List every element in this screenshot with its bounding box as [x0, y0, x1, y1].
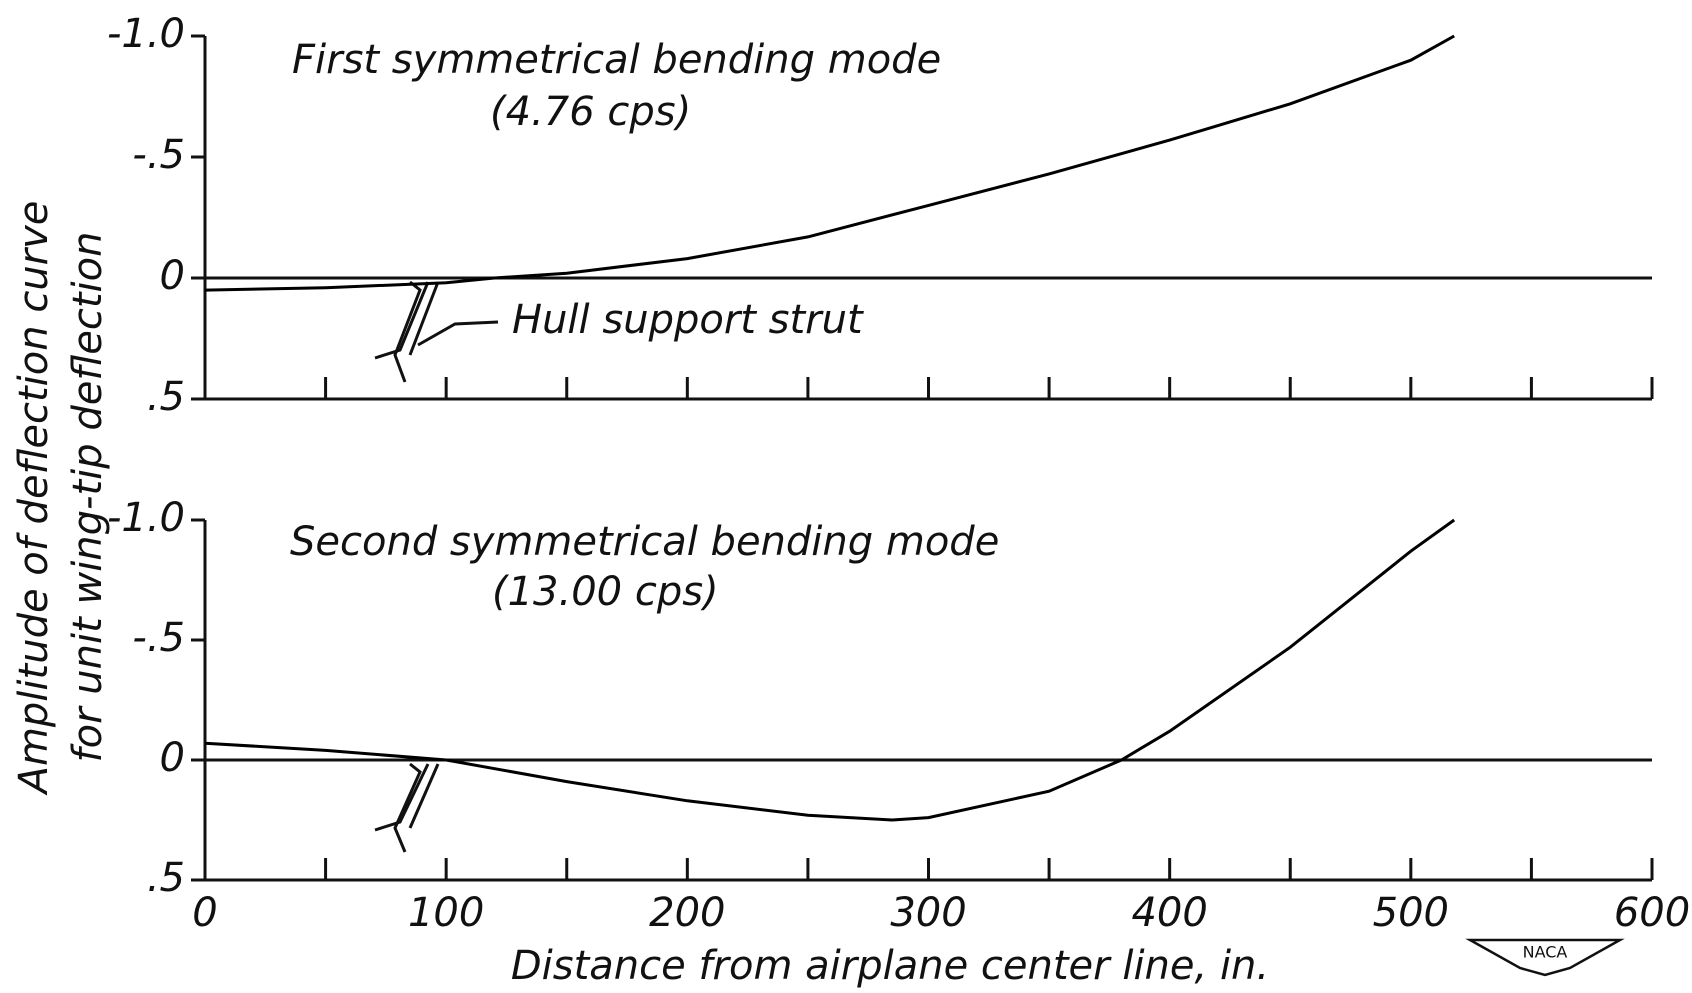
x-tick-label: 0: [192, 890, 217, 936]
x-tick-label: 300: [890, 890, 966, 936]
chart-subtitle: (13.00 cps): [492, 569, 719, 615]
annotation: Hull support strut: [512, 297, 864, 343]
y-tick-label: -.5: [132, 615, 185, 661]
y-tick-label: 0: [160, 253, 185, 299]
chart-title: Second symmetrical bending mode: [290, 519, 999, 565]
y-axis-label: Amplitude of deflection curve: [11, 201, 57, 797]
strut: [375, 764, 438, 852]
x-tick-label: 200: [649, 890, 725, 936]
chart-subtitle: (4.76 cps): [490, 89, 691, 135]
x-tick-label: 100: [408, 890, 484, 936]
x-tick-label: 400: [1131, 890, 1207, 936]
x-tick-label: 500: [1373, 890, 1449, 936]
strut: [375, 282, 438, 382]
x-axis-label: Distance from airplane center line, in.: [511, 943, 1269, 989]
y-axis-label: for unit wing-tip deflection: [65, 232, 111, 763]
chart-title: First symmetrical bending mode: [292, 37, 941, 83]
x-tick-label: 600: [1614, 890, 1690, 936]
annotation-leader: [418, 322, 498, 345]
y-tick-label: 0: [160, 735, 185, 781]
y-tick-label: -.5: [132, 132, 185, 178]
y-tick-label: -1.0: [107, 11, 185, 57]
logo: NACA: [1470, 940, 1620, 975]
y-tick-label: .5: [147, 855, 185, 901]
y-tick-label: -1.0: [107, 495, 185, 541]
logo-text: NACA: [1523, 943, 1568, 962]
y-tick-label: .5: [147, 374, 185, 420]
line: [205, 520, 1454, 820]
chart: First symmetrical bending mode (4.76 cps…: [0, 0, 1692, 993]
